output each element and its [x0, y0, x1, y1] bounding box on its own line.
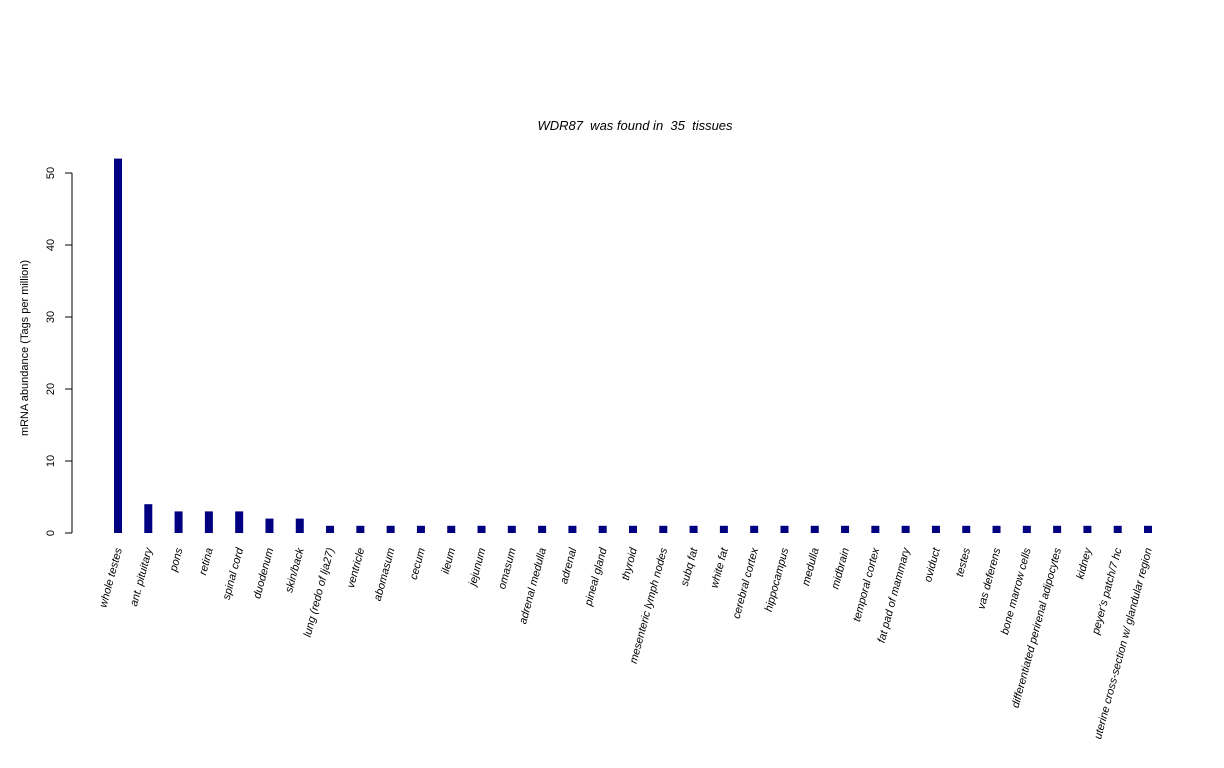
y-tick-label: 10 [45, 455, 57, 467]
bar [235, 511, 244, 533]
bar [295, 518, 304, 533]
bar [174, 511, 183, 533]
bar [780, 525, 789, 533]
y-tick-label: 20 [45, 383, 57, 395]
x-tick-label: spinal cord [221, 546, 247, 601]
bar [629, 525, 637, 533]
bar [1113, 525, 1122, 533]
x-tick-label: oviduct [922, 546, 943, 584]
x-tick-label: testes [954, 546, 973, 578]
x-tick-label: cerebral cortex [731, 546, 762, 620]
bar [538, 525, 547, 533]
bar [598, 525, 607, 533]
y-tick-label: 40 [45, 239, 57, 251]
bar [356, 525, 365, 533]
bar [871, 525, 880, 533]
y-axis-label: mRNA abundance (Tags per million) [19, 260, 31, 436]
x-tick-label: subq fat [679, 546, 701, 588]
y-tick-label: 50 [45, 167, 57, 179]
bar [659, 525, 668, 533]
x-tick-label: bone marrow cells [999, 546, 1034, 636]
bar [568, 525, 577, 533]
bar [1053, 525, 1062, 533]
bar [447, 525, 456, 533]
y-tick-label: 30 [45, 311, 57, 323]
x-tick-label: pineal gland [582, 546, 609, 608]
chart-title: WDR87 was found in 35 tissues [537, 118, 733, 133]
x-tick-label: peyer's patch/7 hc [1090, 546, 1125, 636]
bar [1022, 525, 1031, 533]
bar [1083, 525, 1092, 533]
bar [810, 525, 819, 533]
bar [477, 525, 486, 533]
bar [507, 525, 516, 533]
x-tick-label: white fat [709, 546, 731, 590]
x-tick-label: duodenum [251, 547, 276, 600]
x-tick-label: adrenal medulla [517, 547, 549, 626]
x-tick-label: abomasum [372, 547, 398, 603]
x-tick-label: cecum [408, 547, 428, 581]
x-tick-label: kidney [1074, 545, 1094, 580]
x-tick-label: thyroid [620, 546, 640, 582]
x-tick-label: hippocampus [763, 546, 792, 613]
x-tick-label: jejunum [466, 547, 488, 589]
bar [992, 525, 1001, 533]
bar [416, 525, 425, 533]
x-tick-label: medulla [800, 547, 822, 587]
x-tick-label: uterine cross-section w/ glandular regio… [1092, 547, 1155, 741]
bar [750, 525, 759, 533]
bar [265, 518, 274, 533]
x-tick-label: midbrain [829, 547, 852, 591]
bar [204, 511, 213, 533]
bar [1144, 525, 1152, 533]
x-tick-label: vas deferens [976, 546, 1004, 610]
bar [386, 525, 395, 533]
bar [144, 504, 153, 533]
x-tick-label: adrenal [558, 546, 579, 585]
x-tick-label: ant. pituitary [128, 545, 155, 607]
x-tick-label: fat pad of mammary [876, 545, 913, 644]
x-tick-label: retina [197, 547, 216, 577]
bar [931, 525, 940, 533]
bar [901, 525, 910, 533]
x-tick-label: temporal cortex [851, 546, 882, 623]
bar [114, 158, 122, 533]
bar [719, 525, 728, 533]
x-tick-label: whole testes [97, 546, 125, 609]
x-tick-label: pons [167, 546, 185, 574]
x-tick-label: ventricle [345, 547, 367, 590]
bar [841, 525, 850, 533]
x-tick-label: lung (redo of lja27) [302, 546, 337, 638]
bar [962, 525, 971, 533]
x-tick-label: ileum [440, 547, 458, 576]
bar [326, 525, 335, 533]
x-tick-label: skin/back [283, 546, 307, 594]
bar [689, 525, 698, 533]
y-tick-label: 0 [45, 530, 57, 536]
x-tick-label: omasum [496, 547, 519, 591]
